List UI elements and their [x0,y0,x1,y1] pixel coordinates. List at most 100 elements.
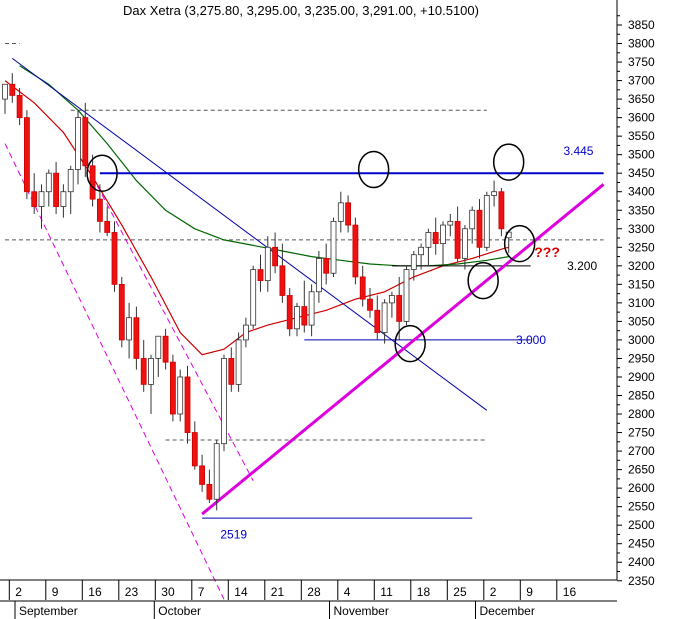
x-tick-label: 4 [344,585,351,599]
x-tick-label: 14 [234,585,248,599]
y-tick-label: 3000 [628,333,655,347]
candlesticks [2,73,512,511]
x-tick-label: 16 [88,585,102,599]
candle-body [118,283,125,341]
reference-lines [5,43,604,441]
y-tick-label: 3050 [628,314,655,328]
y-tick-label: 2750 [628,426,655,440]
candle-body [286,295,293,330]
candle-body [359,276,366,300]
highlight-circles [86,143,536,363]
candle-body [206,484,213,500]
ma-short-line [4,80,509,356]
candle-body [140,358,147,385]
x-tick-label: 7 [198,585,205,599]
candle-body [469,209,476,230]
candle-body [82,117,89,167]
candle-body [337,202,344,222]
candle-body [330,220,337,274]
candle-body [184,376,191,433]
candle-body [133,317,140,359]
highlight-circle [467,261,499,300]
candle-body [2,83,8,100]
channel-2-line [92,176,254,481]
trend-down-line [12,57,488,411]
y-tick-label: 3650 [628,92,655,106]
candle-body [45,172,52,193]
y-tick-label: 2600 [628,481,655,495]
x-tick-label: 23 [125,585,139,599]
y-tick-label: 2550 [628,500,655,514]
candle-body [308,291,315,326]
candle-body [425,232,432,248]
candle-body [272,246,279,267]
y-tick-label: 3350 [628,203,655,217]
y-tick-label: 3550 [628,129,655,143]
candle-body [89,165,96,200]
candle-body [315,258,322,293]
candle-body [67,169,74,193]
highlight-circle [503,224,536,263]
candle-body [374,309,381,333]
y-tick-label: 3800 [628,37,655,51]
annotation-label: 3.000 [516,333,546,347]
candle-body [381,302,388,333]
x-tick-label: 9 [526,585,533,599]
y-tick-label: 3150 [628,277,655,291]
annotation-label: 2519 [220,527,247,541]
candle-body [461,228,468,259]
highlight-circle [394,324,426,363]
candle-body [162,335,169,363]
candle-body [345,202,352,226]
y-tick-label: 3500 [628,148,655,162]
candle-body [447,220,454,226]
candle-body [126,317,132,341]
candle-body [38,191,45,207]
highlight-circle [357,150,390,189]
candle-body [97,198,103,222]
x-tick-label: 25 [453,585,467,599]
highlight-circle [492,143,525,181]
y-tick-label: 2650 [628,463,655,477]
candle-body [294,306,300,330]
y-tick-label: 3400 [628,185,655,199]
candle-body [476,209,483,248]
y-tick-label: 3750 [628,55,655,69]
candle-body [23,117,30,193]
candle-body [301,306,308,326]
x-tick-label: 28 [307,585,321,599]
candle-body [454,220,461,259]
highlight-circle [86,154,118,192]
candle-body [410,254,417,270]
candle-body [148,358,154,385]
candle-body [257,269,264,282]
y-tick-label: 3250 [628,240,655,254]
month-label: December [480,604,535,618]
y-tick-label: 2850 [628,389,655,403]
y-tick-label: 2700 [628,444,655,458]
candle-body [177,376,184,415]
y-tick-label: 3200 [628,259,655,273]
x-tick-label: 11 [380,585,393,599]
candle-body [264,246,271,282]
candle-body [396,295,403,322]
candle-body [60,191,67,207]
candle-body [53,172,59,207]
candle-body [323,258,330,274]
axes: 2350 2400 2450 2500 2550 2600 2650 2700 2750 2800… [0,0,655,619]
candle-body [228,358,235,385]
y-tick-label: 2900 [628,370,655,384]
month-label: November [334,604,389,618]
candle-body [498,191,505,230]
annotation-label: 3.445 [563,144,593,158]
candle-body [16,94,23,119]
x-tick-label: 2 [15,585,22,599]
candle-body [242,324,249,341]
x-tick-label: 2 [490,585,497,599]
month-label: September [19,604,78,618]
candle-body [213,443,220,500]
candle-body [31,191,38,207]
y-tick-label: 3450 [628,166,655,180]
